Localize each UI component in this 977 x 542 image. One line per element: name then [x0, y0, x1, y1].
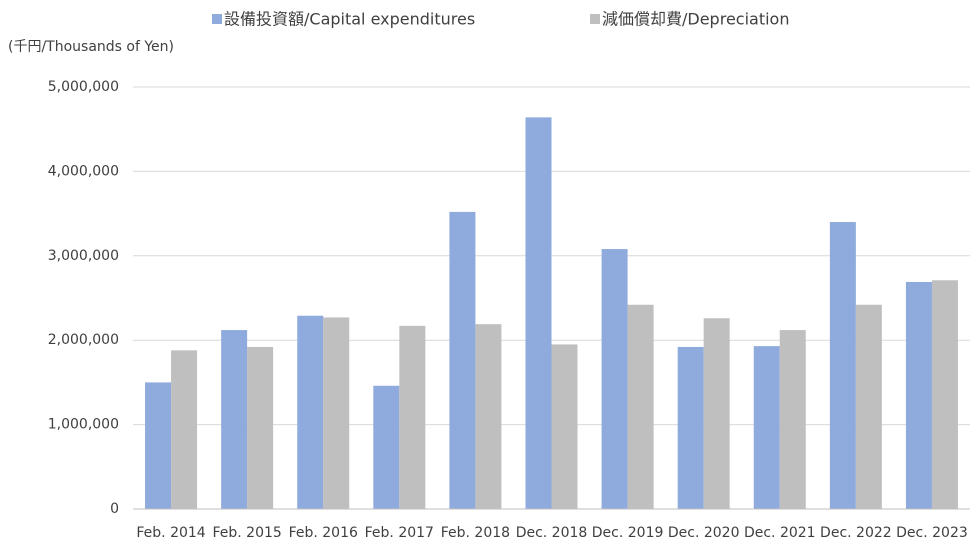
- x-tick-label: Dec. 2020: [668, 525, 740, 541]
- bar: [551, 344, 578, 509]
- y-tick-label: 4,000,000: [48, 163, 119, 179]
- bar: [373, 385, 400, 509]
- x-tick-label: Feb. 2014: [136, 525, 205, 541]
- bar: [171, 350, 198, 509]
- bar: [855, 304, 882, 509]
- bar: [475, 324, 502, 509]
- legend-label: 設備投資額/Capital expenditures: [224, 10, 475, 29]
- bar: [905, 281, 932, 509]
- x-tick-label: Dec. 2023: [896, 525, 968, 541]
- bar: [703, 318, 730, 509]
- x-tick-label: Dec. 2019: [592, 525, 664, 541]
- bar: [449, 211, 476, 510]
- x-tick-label: Feb. 2016: [289, 525, 358, 541]
- bar: [829, 222, 856, 510]
- legend-label: 減価償却費/Depreciation: [602, 10, 789, 29]
- x-tick-label: Dec. 2018: [516, 525, 588, 541]
- x-tick-label: Dec. 2021: [744, 525, 816, 541]
- bar: [779, 330, 806, 509]
- bar: [221, 330, 248, 509]
- bar: [399, 325, 426, 509]
- bar: [627, 304, 654, 509]
- x-tick-label: Feb. 2017: [365, 525, 434, 541]
- y-tick-label: 1,000,000: [48, 417, 119, 433]
- bar: [601, 249, 628, 509]
- legend-swatch: [212, 14, 222, 24]
- bar: [677, 346, 704, 509]
- bar: [931, 280, 958, 509]
- bar: [753, 346, 780, 509]
- y-tick-label: 0: [110, 501, 119, 517]
- x-tick-label: Feb. 2015: [212, 525, 281, 541]
- y-tick-label: 2,000,000: [48, 332, 119, 348]
- y-tick-label: 3,000,000: [48, 248, 119, 264]
- bar: [145, 382, 172, 509]
- legend-swatch: [590, 14, 600, 24]
- y-tick-label: 5,000,000: [48, 79, 119, 95]
- legend: 設備投資額/Capital expenditures 減価償却費/Deprecia…: [212, 10, 789, 29]
- x-tick-label: Feb. 2018: [441, 525, 510, 541]
- bar: [247, 346, 274, 509]
- bar: [525, 117, 552, 509]
- x-tick-label: Dec. 2022: [820, 525, 892, 541]
- bar: [297, 315, 324, 509]
- bar: [323, 317, 350, 509]
- y-unit-label: (千円/Thousands of Yen): [8, 39, 174, 55]
